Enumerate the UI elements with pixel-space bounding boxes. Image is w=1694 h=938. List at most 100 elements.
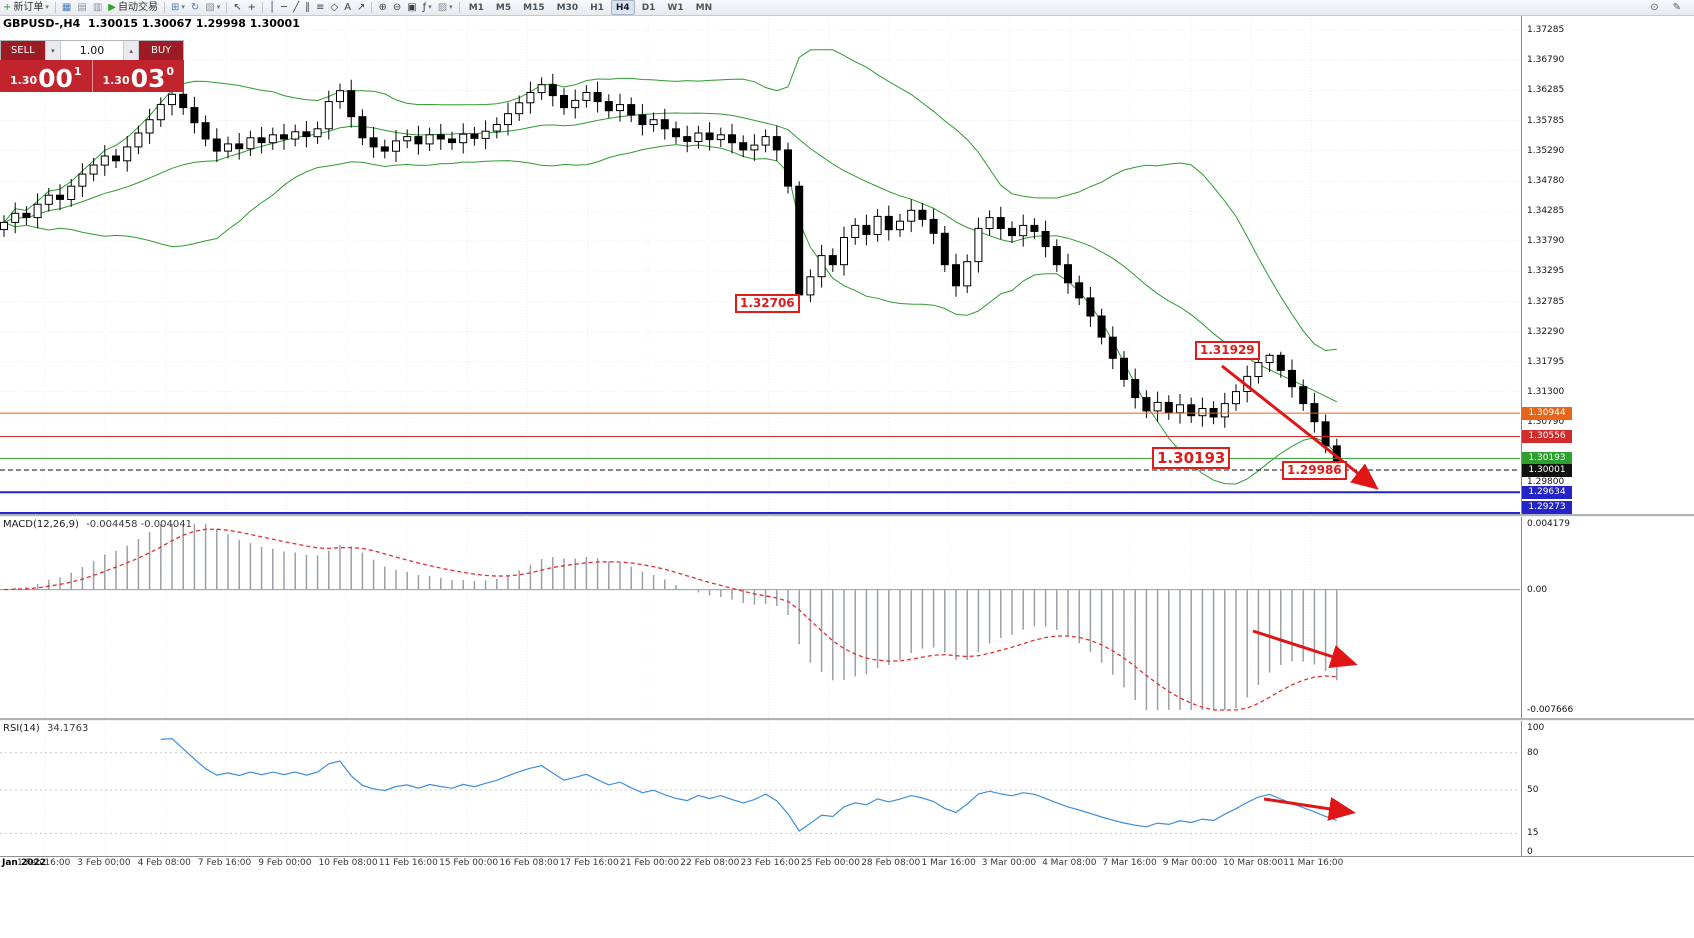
rsi-indicator-panel[interactable] — [0, 720, 1694, 856]
timeframe-m30[interactable]: M30 — [556, 2, 579, 13]
profiles-icon[interactable]: ▤ — [74, 1, 89, 14]
timeframe-mn[interactable]: MN — [695, 2, 713, 13]
grid-lines — [0, 16, 1520, 514]
crosshair-icon-glyph: + — [247, 2, 257, 13]
sell-price-prefix: 1.30 — [9, 74, 38, 87]
navigator-icon[interactable]: ▥ — [90, 1, 105, 14]
vertical-line-icon[interactable]: │ — [266, 1, 278, 14]
zoom-out-icon[interactable]: ⊖ — [390, 1, 404, 14]
price-scale[interactable]: 1.37285 1.36790 1.36285 1.35785 1.35290 1.347… — [1521, 15, 1694, 857]
zoom-in-icon[interactable]: ⊕ — [375, 1, 389, 14]
cursor-icon[interactable]: ↖ — [230, 1, 244, 14]
timeframe-m15[interactable]: M15 — [523, 2, 545, 13]
price-annotation[interactable]: 1.32706 — [735, 294, 800, 313]
new-order-button[interactable]: + 新订单 ▾ — [0, 1, 52, 14]
panel-divider-rsi[interactable] — [0, 718, 1694, 721]
macd-indicator-panel[interactable] — [0, 516, 1694, 718]
price-line-tag: 1.29634 — [1522, 485, 1572, 499]
templates-icon[interactable]: ▨ ▾ — [435, 1, 456, 14]
price-tick-label: 1.36790 — [1527, 54, 1565, 65]
macd-scale-label: -0.007666 — [1527, 705, 1574, 715]
arrows-tool-icon[interactable]: ↗ — [354, 1, 368, 14]
new-chart-icon[interactable]: ⊞ ▾ — [168, 1, 188, 14]
price-tick-label: 1.37285 — [1527, 25, 1565, 35]
trendline-icon-glyph: ╱ — [293, 2, 300, 13]
timeframe-h4[interactable]: H4 — [610, 0, 635, 15]
toolbar-separator — [163, 2, 165, 13]
rsi-scale-label: 15 — [1527, 828, 1539, 839]
search-icon[interactable]: ⊙ — [1650, 2, 1659, 13]
refresh-icon-glyph: ↻ — [190, 2, 200, 13]
volume-input[interactable] — [61, 41, 123, 60]
one-click-trade-panel: SELL ▾ ▴ BUY 1.30 00 1 1.30 03 0 — [0, 40, 184, 92]
auto-trading-button[interactable]: ▶ 自动交易 — [105, 1, 161, 14]
sell-price[interactable]: 1.30 00 1 — [0, 60, 93, 92]
time-axis-label: 15 Feb 00:00 — [439, 858, 499, 868]
trade-prices-row: 1.30 00 1 1.30 03 0 — [0, 60, 184, 92]
shapes-icon[interactable]: ◇ — [328, 1, 342, 14]
zoom-out-icon-glyph: ⊖ — [392, 2, 402, 13]
buy-price-pipette: 0 — [166, 65, 175, 78]
time-axis-label: 10 Feb 08:00 — [318, 858, 378, 868]
macd-scale-label: 0.004179 — [1527, 519, 1570, 529]
new-order-glyph: + — [3, 2, 12, 13]
layouts-icon[interactable]: ▧ ▾ — [202, 1, 223, 14]
buy-price[interactable]: 1.30 03 0 — [93, 60, 185, 92]
refresh-icon[interactable]: ↻ — [188, 1, 202, 14]
zoom-in-icon-glyph: ⊕ — [378, 2, 387, 13]
fibonacci-icon[interactable]: ≡ — [313, 1, 327, 14]
timeframe-m5[interactable]: M5 — [495, 2, 512, 13]
horizontal-line-icon-glyph: ─ — [281, 2, 288, 13]
timeframe-w1[interactable]: W1 — [667, 2, 684, 13]
crosshair-icon[interactable]: + — [245, 1, 259, 14]
buy-price-big: 03 — [130, 64, 166, 93]
price-tick-label: 1.34780 — [1527, 176, 1565, 187]
grid-lines — [0, 720, 1520, 856]
timeframe-d1[interactable]: D1 — [641, 2, 656, 13]
toolbar-separator — [54, 2, 56, 13]
chevron-down-icon: ▾ — [216, 3, 221, 11]
templates-icon-glyph: ▨ — [437, 2, 448, 13]
price-annotation[interactable]: 1.29986 — [1282, 461, 1347, 480]
indicators-icon-glyph: ƒ — [422, 2, 427, 13]
macd-histogram — [14, 524, 1338, 710]
price-annotation[interactable]: 1.31929 — [1195, 341, 1260, 360]
price-tick-label: 1.33295 — [1527, 266, 1565, 277]
auto-trading-glyph: ▶ — [108, 2, 116, 13]
time-axis-label: 10 Mar 08:00 — [1223, 858, 1284, 868]
time-axis-label: 23 Feb 16:00 — [740, 858, 800, 868]
rsi-line — [160, 737, 1338, 832]
volume-increase-button[interactable]: ▴ — [123, 41, 140, 60]
edit-icon[interactable]: ✎ — [1672, 2, 1681, 13]
volume-decrease-button[interactable]: ▾ — [44, 41, 61, 60]
rsi-scale-label: 0 — [1527, 847, 1533, 857]
time-axis-label: 16 Feb 08:00 — [499, 858, 559, 868]
panel-divider-macd[interactable] — [0, 514, 1694, 517]
time-axis-label: 9 Mar 00:00 — [1162, 858, 1218, 868]
trendline-icon[interactable]: ╱ — [290, 1, 302, 14]
charts-group-icon[interactable]: ▦ — [59, 1, 74, 14]
sell-button[interactable]: SELL — [1, 41, 45, 60]
main-price-chart[interactable] — [0, 16, 1694, 514]
price-tick-label: 1.35290 — [1527, 145, 1565, 156]
price-tick-label: 1.32785 — [1527, 296, 1565, 307]
text-icon[interactable]: A — [341, 1, 354, 14]
rsi-scale-label: 80 — [1527, 747, 1539, 758]
indicators-icon[interactable]: ƒ ▾ — [420, 1, 435, 14]
sell-price-big: 00 — [38, 64, 73, 93]
price-annotation[interactable]: 1.30193 — [1152, 446, 1231, 470]
timeframe-m1[interactable]: M1 — [468, 2, 484, 13]
timeframe-h1[interactable]: H1 — [590, 2, 604, 13]
time-axis[interactable]: Jan 2022 1 Feb 16:00 3 Feb 00:00 4 Feb 08:0… — [0, 857, 1694, 871]
horizontal-line-icon[interactable]: ─ — [278, 1, 290, 14]
channel-icon[interactable]: ∥ — [302, 1, 313, 14]
channel-icon-glyph: ∥ — [305, 2, 311, 13]
horizontal-price-lines[interactable] — [0, 412, 1520, 514]
price-line-tag: 1.30556 — [1522, 429, 1572, 443]
time-axis-label: 11 Mar 16:00 — [1283, 858, 1344, 868]
buy-button[interactable]: BUY — [139, 41, 183, 60]
rsi-label: RSI(14) 34.1763 — [3, 723, 89, 734]
tile-windows-icon[interactable]: ▣ — [404, 1, 419, 14]
profiles-icon-glyph: ▤ — [77, 2, 87, 13]
trend-arrow — [1221, 364, 1379, 490]
